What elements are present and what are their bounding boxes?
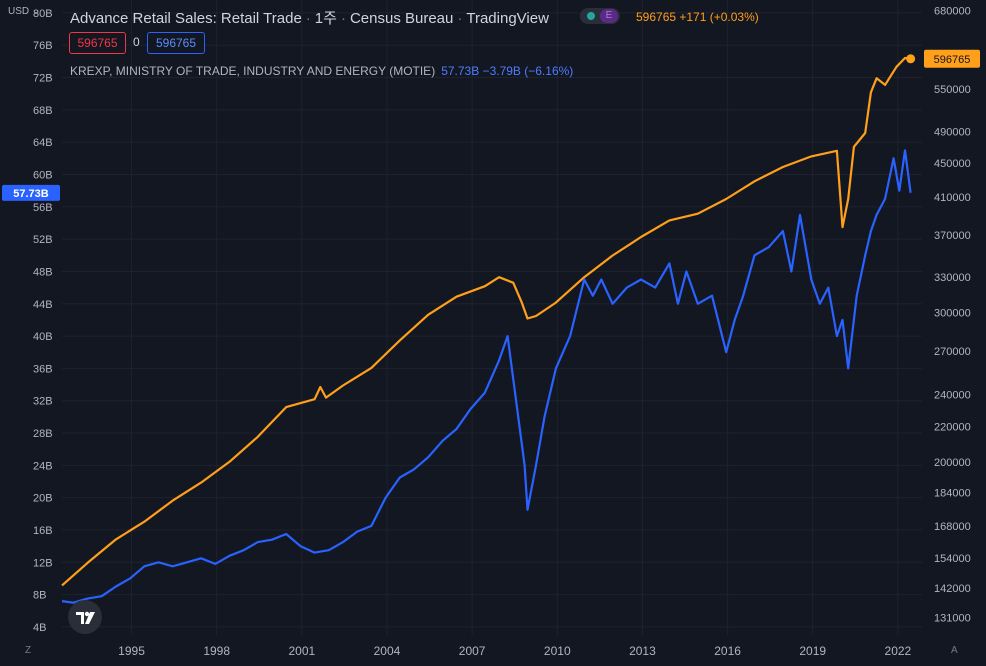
time-tick-label: 2013 [629,644,656,658]
title-source: Census Bureau [349,10,454,27]
compare-symbol-name: KREXP, MINISTRY OF TRADE, INDUSTRY AND E… [70,64,436,78]
compare-value: 57.73B −3.79B (−6.16%) [441,64,574,78]
right-tick-label: 220000 [934,422,971,434]
left-tick-label: 48B [33,266,53,278]
left-tick-label: 80B [33,8,53,20]
left-tick-label: 40B [33,331,53,343]
time-tick-label: 1995 [118,644,145,658]
time-axis: 1995 1998 2001 2004 2007 2010 2013 2016 2019 2022 [118,644,911,658]
right-tick-label: 410000 [934,192,971,204]
time-tick-label: 2022 [885,644,912,658]
left-tick-label: 24B [33,460,53,472]
event-badge[interactable]: E [600,9,618,23]
currency-selector[interactable]: USD ⌄ [8,6,41,17]
right-tick-label: 240000 [934,390,971,402]
time-tick-label: 2019 [799,644,826,658]
left-tick-label: 12B [33,557,53,569]
grid-lines [62,0,922,635]
left-tick-label: 72B [33,73,53,85]
right-last-value-badge [924,49,980,68]
buy-price-box[interactable]: 596765 [147,32,205,54]
title-interval[interactable]: 1주 [314,10,337,27]
right-tick-label: 270000 [934,346,971,358]
left-last-value-text: 57.73B [13,188,49,200]
title-platform: TradingView [466,10,549,27]
left-tick-label: 8B [33,590,46,602]
left-last-value-badge [2,184,60,201]
right-tick-label: 200000 [934,457,971,469]
left-axis: 4B 8B 12B 16B 20B 24B 28B 32B 36B 40B 44B 48B 52B 56B… [33,8,53,634]
time-tick-label: 1998 [203,644,230,658]
left-tick-label: 52B [33,234,53,246]
left-tick-label: 60B [33,170,53,182]
left-tick-label: 76B [33,40,53,52]
right-tick-label: 154000 [934,553,971,565]
right-tick-label: 370000 [934,230,971,242]
right-tick-label: 450000 [934,158,971,170]
last-value-labels: 596765 57.73B [2,49,980,201]
left-tick-label: 68B [33,105,53,117]
left-tick-label: 16B [33,525,53,537]
left-tick-label: 44B [33,299,53,311]
right-tick-label: 168000 [934,521,971,533]
time-tick-label: 2016 [714,644,741,658]
market-status-pill[interactable]: E [580,8,620,24]
sell-price-box[interactable]: 596765 [69,32,126,54]
right-tick-label: 184000 [934,487,971,499]
right-tick-label: 680000 [934,6,971,18]
left-tick-label: 20B [33,493,53,505]
compare-legend[interactable]: KREXP, MINISTRY OF TRADE, INDUSTRY AND E… [70,64,573,78]
right-axis: 131000 142000 154000 168000 184000 200000 2200… [934,6,971,625]
status-dot-icon [587,12,595,20]
last-value-readout: 596765 +171 (+0.03%) [636,10,759,24]
zoom-toggle[interactable]: Z [25,645,32,656]
left-tick-label: 36B [33,363,53,375]
spread-value: 0 [133,35,140,49]
right-tick-label: 550000 [934,84,971,96]
left-tick-label: 28B [33,428,53,440]
tradingview-logo-icon[interactable] [68,600,102,634]
right-tick-label: 131000 [934,613,971,625]
auto-scale-toggle[interactable]: A [951,645,958,656]
right-tick-label: 142000 [934,583,971,595]
title-symbol: Advance Retail Sales: Retail Trade [70,10,302,27]
left-tick-label: 32B [33,396,53,408]
time-tick-label: 2007 [459,644,486,658]
right-tick-label: 490000 [934,126,971,138]
right-last-value-text: 596765 [934,54,971,66]
right-tick-label: 300000 [934,307,971,319]
time-tick-label: 2004 [374,644,401,658]
chart-title: Advance Retail Sales: Retail Trade · 1주 · Ce… [70,10,549,27]
left-tick-label: 56B [33,202,53,214]
right-tick-label: 330000 [934,272,971,284]
time-tick-label: 2001 [288,644,315,658]
series-line-0 [61,56,911,587]
series-line-1 [61,149,912,604]
last-point-marker [906,54,916,64]
series-layer [61,54,916,604]
left-tick-label: 4B [33,622,46,634]
left-tick-label: 64B [33,137,53,149]
time-tick-label: 2010 [544,644,571,658]
